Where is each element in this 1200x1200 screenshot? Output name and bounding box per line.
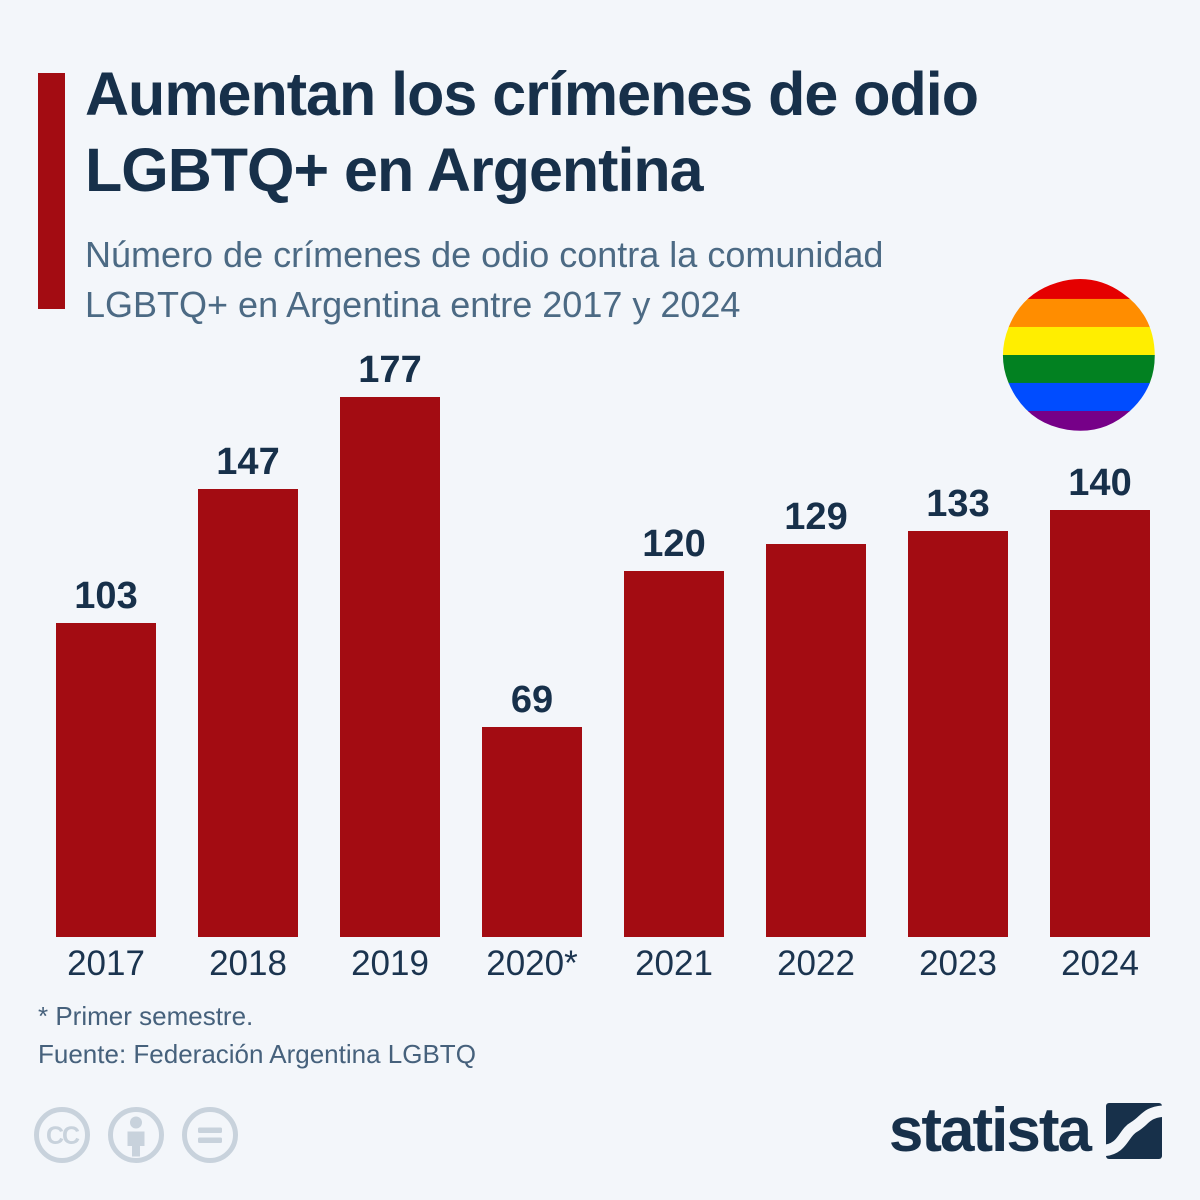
x-axis-tick-label: 2017: [67, 944, 145, 983]
bar: [482, 727, 582, 937]
footnote: * Primer semestre.: [38, 1001, 254, 1031]
title-line-2: LGBTQ+ en Argentina: [85, 136, 704, 204]
x-axis-tick-label: 2018: [209, 944, 287, 983]
bar-value-label: 103: [74, 575, 138, 617]
bar-value-label: 140: [1068, 462, 1132, 504]
bar: [766, 544, 866, 937]
title-accent-bar: [38, 73, 65, 309]
bar-value-label: 69: [510, 679, 554, 721]
license-icons: CC: [33, 1106, 239, 1164]
x-axis-tick-label: 2020*: [486, 944, 578, 983]
svg-text:CC: CC: [46, 1122, 80, 1150]
x-axis-tick-label: 2022: [777, 944, 855, 983]
chart-subtitle: Número de crímenes de odio contra la com…: [85, 230, 883, 330]
bar: [624, 571, 724, 937]
subtitle-line-1: Número de crímenes de odio contra la com…: [85, 234, 884, 275]
bar: [908, 531, 1008, 937]
bar-chart: 103 147 177 69 120 129 133 140: [56, 337, 1150, 937]
bar-value-label: 133: [926, 483, 990, 525]
bar-value-label: 120: [642, 523, 706, 565]
bar-column-2022: 129: [766, 497, 866, 937]
cc-icon[interactable]: CC: [33, 1106, 91, 1164]
statista-logo[interactable]: statista: [889, 1100, 1162, 1162]
bar-column-2024: 140: [1050, 463, 1150, 937]
statista-logo-icon: [1106, 1103, 1162, 1159]
x-axis-tick-label: 2024: [1061, 944, 1139, 983]
statista-wordmark: statista: [888, 1096, 1092, 1165]
bar: [198, 489, 298, 937]
page-title: Aumentan los crímenes de odio LGBTQ+ en A…: [85, 56, 979, 208]
bar-column-2023: 133: [908, 484, 1008, 937]
pride-flag-icon: [996, 272, 1162, 438]
bar: [56, 623, 156, 937]
x-axis-tick-label: 2019: [351, 944, 429, 983]
x-axis-tick-label: 2021: [635, 944, 713, 983]
x-axis-tick-label: 2023: [919, 944, 997, 983]
source-attribution: Fuente: Federación Argentina LGBTQ: [38, 1039, 476, 1069]
no-derivatives-equals-icon[interactable]: [181, 1106, 239, 1164]
bar-value-label: 147: [216, 441, 280, 483]
bar-column-2018: 147: [198, 442, 298, 937]
bar-value-label: 177: [358, 349, 422, 391]
bar-column-2020: 69: [482, 680, 582, 937]
attribution-person-icon[interactable]: [107, 1106, 165, 1164]
title-line-1: Aumentan los crímenes de odio: [85, 60, 979, 128]
bar-value-label: 129: [784, 496, 848, 538]
subtitle-line-2: LGBTQ+ en Argentina entre 2017 y 2024: [85, 284, 741, 325]
bar: [340, 397, 440, 937]
bar-column-2017: 103: [56, 576, 156, 937]
bar-column-2019: 177: [340, 350, 440, 937]
bar: [1050, 510, 1150, 937]
x-axis: 2017 2018 2019 2020* 2021 2022 2023 2024: [56, 944, 1150, 984]
bar-column-2021: 120: [624, 524, 724, 937]
